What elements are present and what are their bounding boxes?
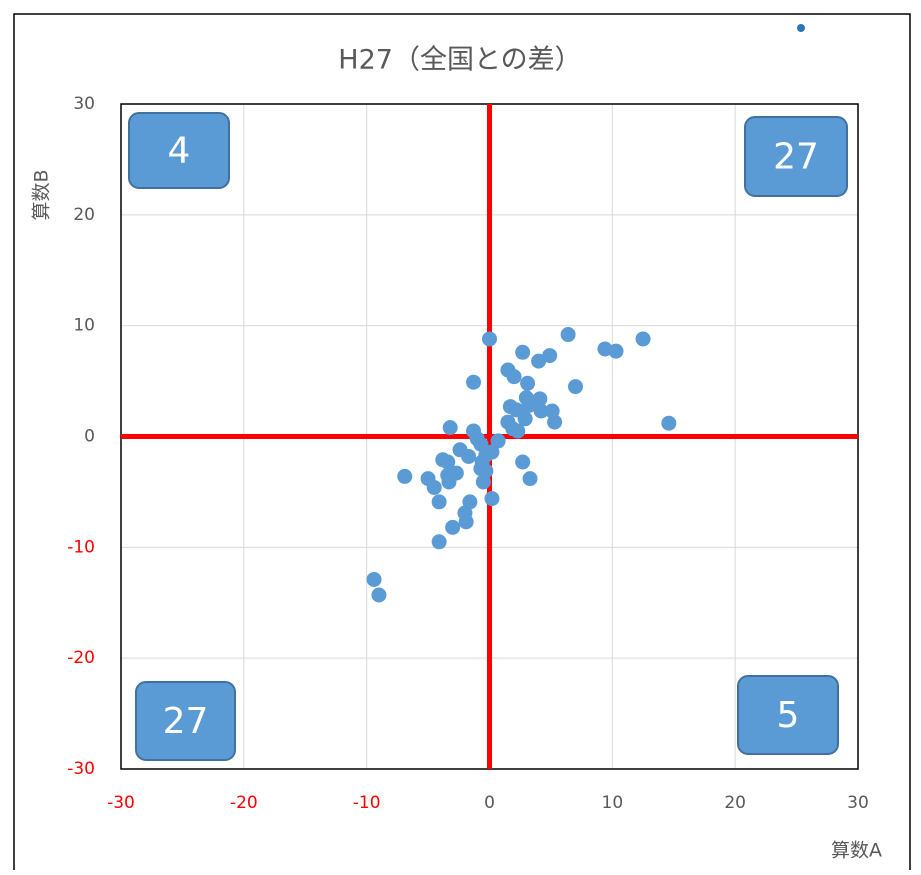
scatter-point [441,474,457,490]
chart-title: H27（全国との差） [338,45,581,76]
scatter-point [510,423,526,439]
y-tick-label: -30 [67,759,95,779]
scatter-point [542,348,558,364]
scatter-point [531,353,547,369]
scatter-point [515,454,531,470]
y-tick-label: 20 [73,205,95,225]
x-tick-label: 20 [724,793,746,813]
scatter-point [461,448,477,464]
quadrant-count: 4 [168,131,191,172]
scatter-point [560,327,576,343]
scatter-point [533,403,549,419]
scatter-point [490,433,506,449]
y-tick-label: -10 [67,537,95,557]
quadrant-count: 27 [163,701,209,742]
quadrant-count: 27 [773,137,819,178]
y-tick-label: -20 [67,648,95,668]
y-tick-label: 30 [73,94,95,114]
quadrant-count-box [128,112,230,189]
quadrant-count: 5 [777,695,800,736]
x-tick-label: -30 [107,793,135,813]
y-axis-label: 算数B [31,169,53,220]
scatter-point [506,369,522,385]
x-axis-label: 算数A [831,840,882,862]
scatter-point [458,514,474,530]
scatter-point [366,571,382,587]
scatter-point [661,415,677,431]
legend-marker [797,24,805,32]
x-tick-label: -20 [230,793,258,813]
quadrant-count-box [135,681,236,761]
scatter-point [431,534,447,550]
scatter-point [440,454,456,470]
quadrant-count-box [737,675,839,755]
quadrant-count-box [744,116,848,197]
scatter-point [608,343,624,359]
y-tick-label: 10 [73,316,95,336]
x-tick-label: 0 [484,793,495,813]
scatter-point [475,474,491,490]
scatter-point [426,479,442,495]
scatter-point [522,471,538,487]
scatter-point [397,468,413,484]
scatter-point [484,491,500,507]
scatter-point [482,331,497,347]
scatter-point [445,519,461,535]
scatter-point [517,411,533,427]
scatter-point [484,444,500,460]
scatter-point [567,379,583,395]
scatter-point [547,414,563,430]
scatter-point [521,397,537,413]
x-tick-label: -10 [353,793,381,813]
scatter-point [515,344,531,360]
scatter-point [371,587,387,603]
scatter-point [442,420,458,436]
y-tick-label: 0 [84,427,95,447]
x-tick-label: 10 [602,793,624,813]
x-tick-label: 30 [847,793,869,813]
scatter-point [532,391,548,407]
scatter-point [431,494,447,510]
scatter-point [466,374,482,390]
scatter-point [520,375,536,391]
scatter-point [635,331,651,347]
